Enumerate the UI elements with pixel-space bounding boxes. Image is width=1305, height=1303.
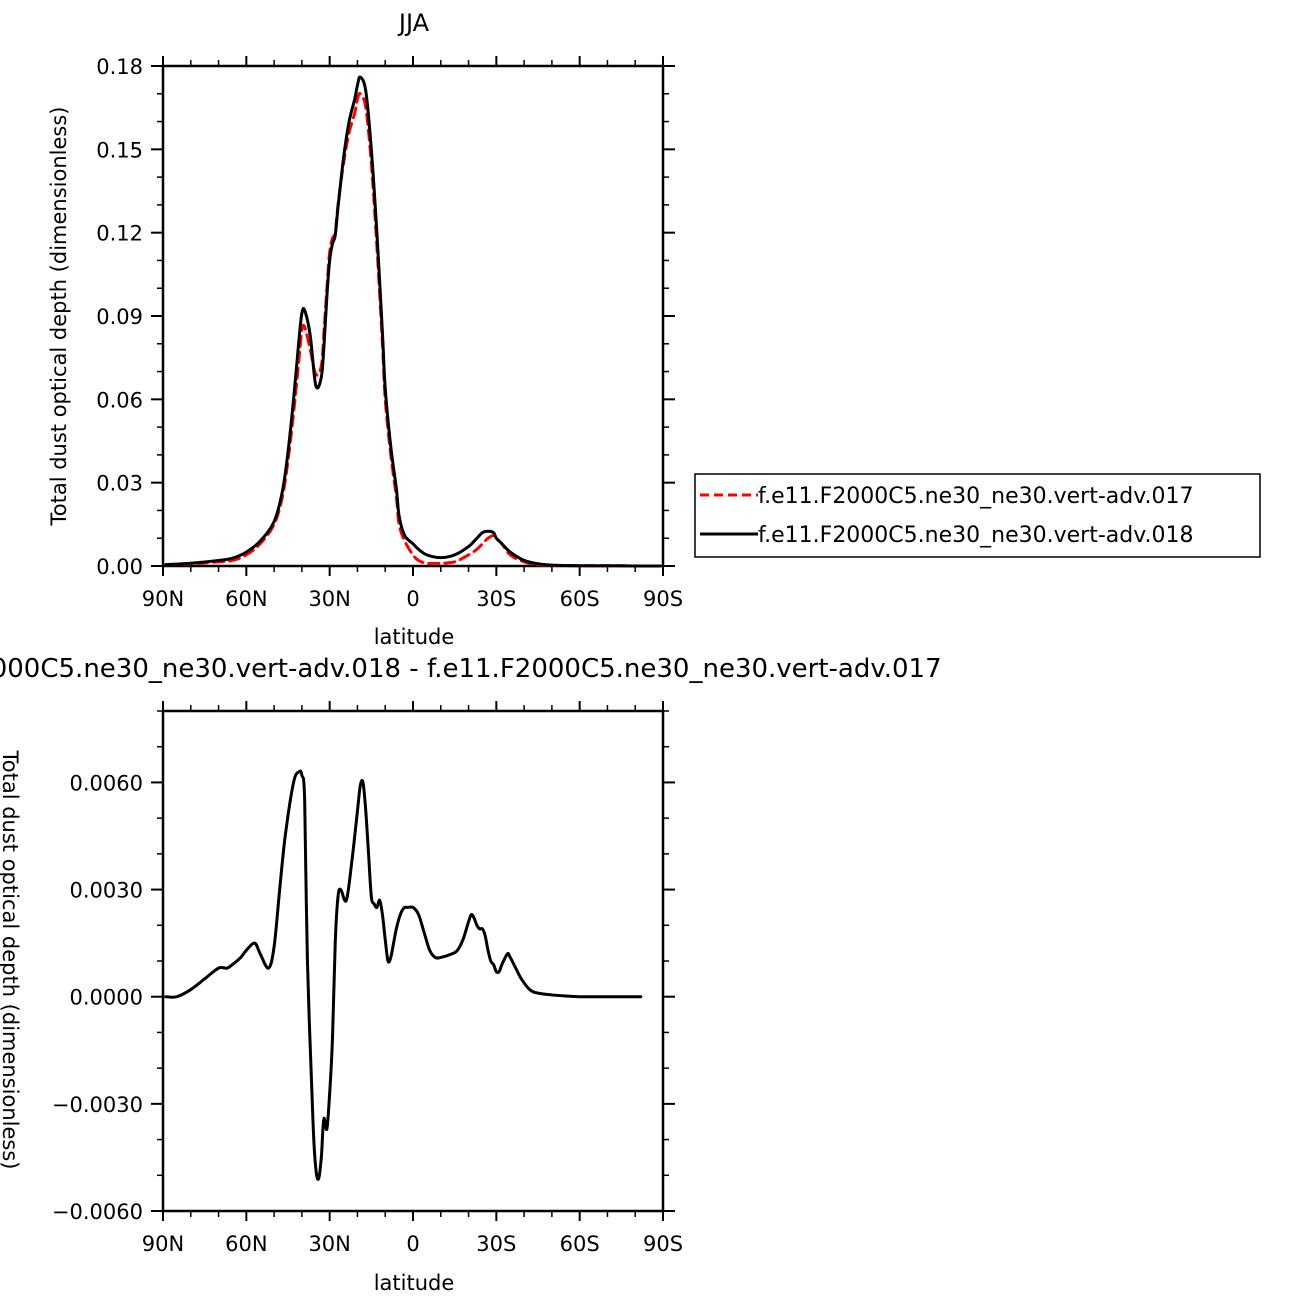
bottom-x-tick-label: 90S xyxy=(643,1232,683,1256)
bottom-chart-title: f.e11.F2000C5.ne30_ne30.vert-adv.018 - f… xyxy=(0,654,942,684)
bottom-x-tick-label: 60N xyxy=(225,1232,267,1256)
top-series-line-1 xyxy=(164,75,662,568)
legend-label-017: f.e11.F2000C5.ne30_ne30.vert-adv.017 xyxy=(758,484,1194,509)
bottom-series-line-0 xyxy=(164,769,643,1181)
top-x-tick-label: 90N xyxy=(142,587,184,611)
legend-label-018: f.e11.F2000C5.ne30_ne30.vert-adv.018 xyxy=(758,523,1194,548)
bottom-x-tick-label: 0 xyxy=(406,1232,419,1256)
top-y-tick-label: 0.12 xyxy=(96,222,143,246)
bottom-x-tick-label: 90N xyxy=(142,1232,184,1256)
top-x-axis-label: latitude xyxy=(374,625,455,649)
top-plot-frame xyxy=(161,64,665,568)
top-x-tick-label: 30S xyxy=(476,587,516,611)
top-x-tick-label: 30N xyxy=(308,587,350,611)
legend-item-017: f.e11.F2000C5.ne30_ne30.vert-adv.017 xyxy=(700,484,1194,509)
top-chart-title: JJA xyxy=(397,9,430,37)
bottom-plot-area xyxy=(164,769,643,1181)
bottom-x-axis-label: latitude xyxy=(374,1271,455,1295)
top-y-tick-label: 0.09 xyxy=(96,305,143,329)
top-axes: 90N 60N 30N 0 30S 60S 90S 0.00 0.03 0.06 0.09 0.12 0… xyxy=(96,55,683,611)
bottom-y-tick-label: 0.0060 xyxy=(70,771,143,795)
legend: f.e11.F2000C5.ne30_ne30.vert-adv.017 f.e… xyxy=(694,473,1261,558)
bottom-panel: f.e11.F2000C5.ne30_ne30.vert-adv.018 - f… xyxy=(0,654,942,1295)
top-y-tick-label: 0.06 xyxy=(96,388,143,412)
top-x-tick-label: 90S xyxy=(643,587,683,611)
bottom-y-tick-label: −0.0060 xyxy=(52,1200,143,1224)
bottom-y-tick-label: 0.0000 xyxy=(70,986,143,1010)
legend-box xyxy=(694,473,1261,558)
top-series-line-0 xyxy=(164,91,662,568)
bottom-y-axis-label: Total dust optical depth (dimensionless) xyxy=(0,750,22,1170)
bottom-x-tick-label: 60S xyxy=(560,1232,600,1256)
top-y-tick-label: 0.00 xyxy=(96,555,143,579)
top-plot-area xyxy=(164,75,662,568)
bottom-y-tick-label: −0.0030 xyxy=(52,1093,143,1117)
bottom-x-tick-label: 30S xyxy=(476,1232,516,1256)
top-panel: JJA Total dust optical depth (dimensionl… xyxy=(47,9,1261,649)
bottom-axes: 90N 60N 30N 0 30S 60S 90S −0.0060 −0.0030 0.0000 0… xyxy=(52,701,683,1256)
bottom-x-tick-label: 30N xyxy=(308,1232,350,1256)
top-x-tick-label: 60S xyxy=(560,587,600,611)
top-y-tick-label: 0.18 xyxy=(96,55,143,79)
top-x-tick-label: 0 xyxy=(406,587,419,611)
top-x-tick-label: 60N xyxy=(225,587,267,611)
top-y-axis-label: Total dust optical depth (dimensionless) xyxy=(47,107,71,527)
top-y-tick-label: 0.15 xyxy=(96,138,143,162)
bottom-y-tick-label: 0.0030 xyxy=(70,879,143,903)
top-y-tick-label: 0.03 xyxy=(96,472,143,496)
legend-item-018: f.e11.F2000C5.ne30_ne30.vert-adv.018 xyxy=(700,523,1194,548)
